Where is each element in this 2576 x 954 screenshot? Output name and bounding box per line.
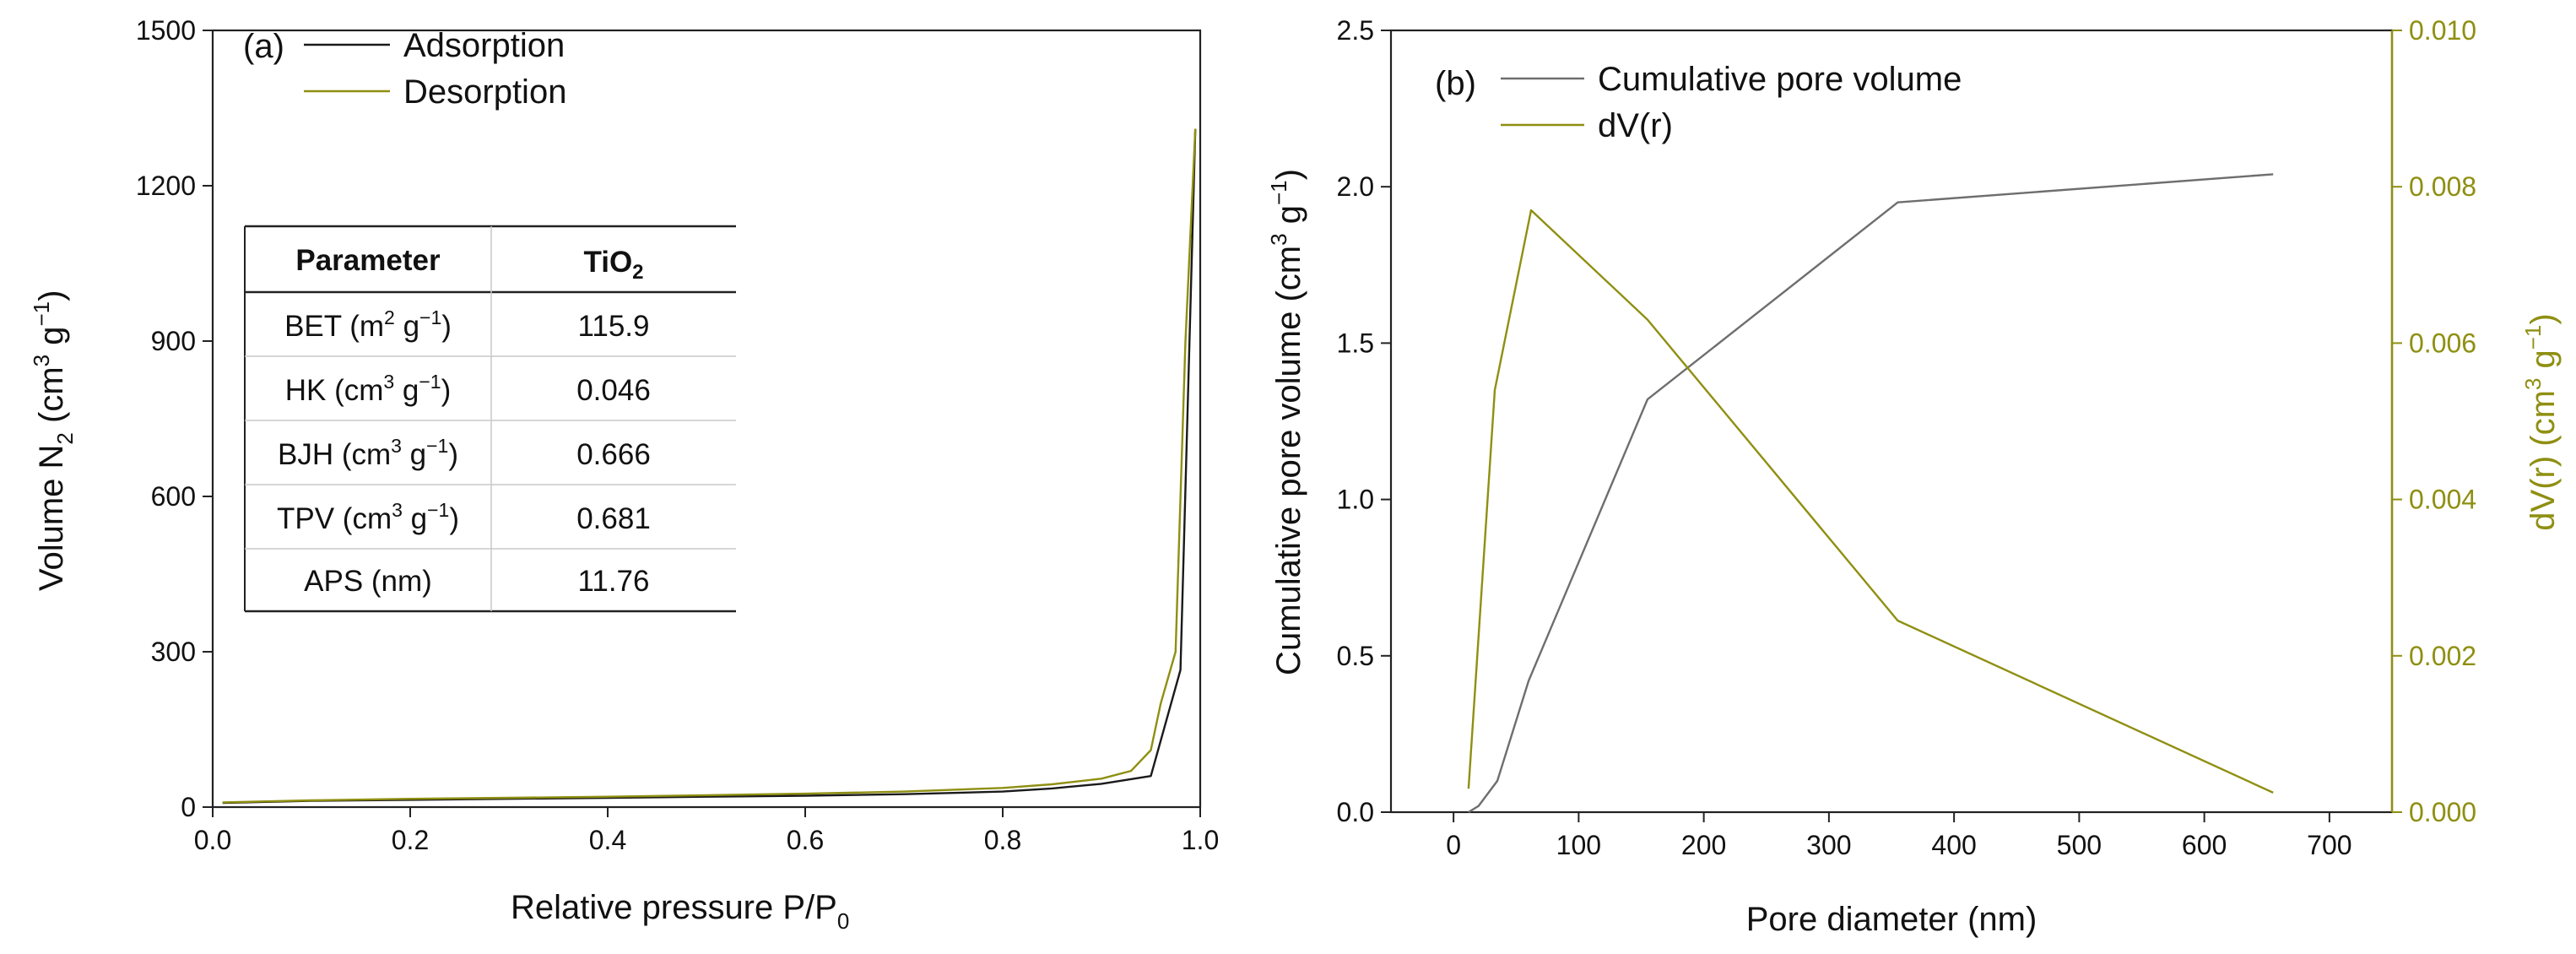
table-cell-parameter: BJH (cm3 g−1) — [278, 435, 458, 471]
panel-a-frame — [211, 29, 1202, 809]
parameter-table-rows: BET (m2 g−1) 115.9 HK (cm3 g−1) 0.046 BJH (c… — [277, 306, 651, 598]
table-cell-value: 115.9 — [578, 310, 650, 343]
y-tick-label: 1200 — [136, 171, 196, 201]
x-tick-label: 0.0 — [194, 825, 231, 855]
panel-a-xlabel: Relative pressure P/P0 — [511, 889, 849, 934]
panel-a: 0.0 0.2 0.4 0.6 0.8 1.0 0 300 600 900 1200 1500 (a)… — [29, 15, 1219, 934]
series-line-desorption — [222, 128, 1197, 804]
table-cell-parameter: HK (cm3 g−1) — [285, 371, 452, 407]
legend-cumulative-label: Cumulative pore volume — [1598, 61, 1962, 98]
table-cell-value: 0.681 — [576, 502, 651, 535]
legend-adsorption-label: Adsorption — [403, 27, 565, 64]
x-tick-label: 0 — [1446, 830, 1461, 860]
y-tick-label: 2.0 — [1337, 171, 1374, 202]
y2-tick-label: 0.008 — [2409, 171, 2476, 202]
x-tick-label: 0.2 — [392, 825, 429, 855]
panel-a-ticks: 0.0 0.2 0.4 0.6 0.8 1.0 0 300 600 900 1200 1500 — [136, 15, 1219, 855]
y2-tick-label: 0.006 — [2409, 328, 2476, 358]
table-cell-value: 11.76 — [578, 565, 650, 598]
y2-tick-label: 0.000 — [2409, 797, 2476, 827]
x-tick-label: 600 — [2182, 830, 2227, 860]
y2-tick-label: 0.004 — [2409, 485, 2476, 515]
panel-b-frame — [1389, 29, 2394, 814]
x-tick-label: 700 — [2307, 830, 2351, 860]
x-tick-label: 100 — [1556, 830, 1601, 860]
series-line-cumulative-pore-volume — [1468, 173, 2274, 814]
y2-tick-label: 0.010 — [2409, 15, 2476, 46]
y-tick-label: 2.5 — [1337, 15, 1374, 46]
table-header-parameter: Parameter — [295, 244, 441, 277]
panel-b-ylabel: Cumulative pore volume (cm3 g−1) — [1266, 169, 1307, 675]
y-tick-label: 0.0 — [1337, 797, 1374, 827]
table-header-tio2: TiO2 — [583, 246, 643, 284]
panel-b-label: (b) — [1435, 65, 1476, 102]
legend-dvr-label: dV(r) — [1598, 107, 1673, 144]
x-tick-label: 1.0 — [1182, 825, 1219, 855]
x-tick-label: 300 — [1806, 830, 1851, 860]
legend-desorption-label: Desorption — [403, 73, 566, 111]
series-line-dvr — [1467, 209, 2274, 794]
table-cell-parameter: APS (nm) — [304, 565, 432, 598]
panel-a-label: (a) — [243, 28, 284, 65]
x-tick-label: 400 — [1931, 830, 1976, 860]
table-cell-value: 0.046 — [576, 374, 651, 407]
panel-b-xlabel: Pore diameter (nm) — [1746, 901, 2038, 938]
y2-tick-label: 0.002 — [2409, 641, 2476, 671]
panel-a-series — [222, 128, 1197, 805]
y-tick-label: 900 — [151, 326, 196, 356]
y-tick-label: 0 — [181, 792, 196, 822]
x-tick-label: 500 — [2057, 830, 2102, 860]
panel-a-ylabel: Volume N2 (cm3 g−1) — [29, 290, 78, 591]
panel-b-series — [1467, 173, 2274, 814]
x-tick-label: 0.4 — [589, 825, 626, 855]
y-tick-label: 300 — [151, 637, 196, 667]
x-tick-label: 0.6 — [787, 825, 824, 855]
parameter-table: Parameter TiO2 — [244, 225, 736, 613]
panel-b-ticks: 0 100 200 300 400 500 600 700 0.0 0.5 1.0 1.5 2.0 2.5… — [1337, 15, 2477, 860]
table-cell-parameter: BET (m2 g−1) — [284, 306, 452, 343]
y-tick-label: 0.5 — [1337, 641, 1374, 671]
y-tick-label: 1.0 — [1337, 485, 1374, 515]
x-tick-label: 200 — [1681, 830, 1726, 860]
table-cell-value: 0.666 — [576, 438, 651, 471]
y-tick-label: 1500 — [136, 15, 196, 46]
panel-b: 0 100 200 300 400 500 600 700 0.0 0.5 1.0 1.5 2.0 2.5… — [1266, 15, 2562, 938]
x-tick-label: 0.8 — [984, 825, 1021, 855]
panel-b-y2label: dV(r) (cm3 g−1) — [2520, 313, 2562, 530]
y-tick-label: 1.5 — [1337, 328, 1374, 358]
table-cell-parameter: TPV (cm3 g−1) — [277, 499, 459, 535]
y-tick-label: 600 — [151, 481, 196, 512]
